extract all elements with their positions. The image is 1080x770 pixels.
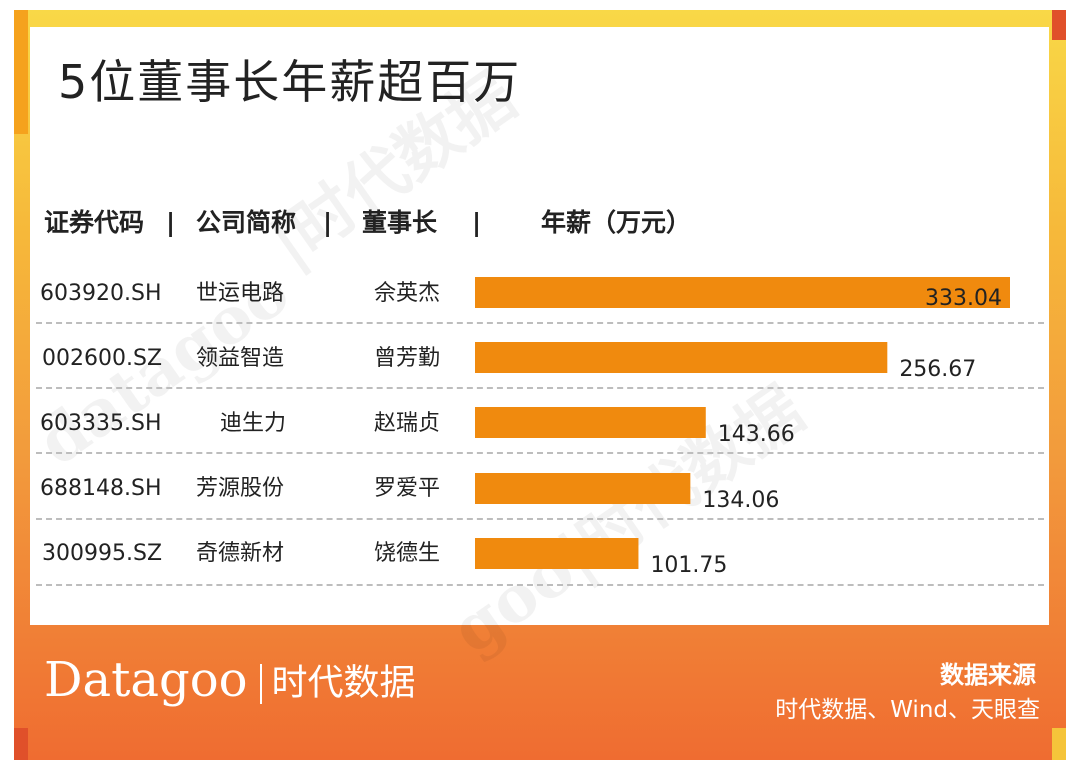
header-separator: | xyxy=(323,208,333,237)
cell-company: 奇德新材 xyxy=(196,541,285,566)
cell-code: 603920.SH xyxy=(40,281,162,306)
cell-chairman: 罗爱平 xyxy=(374,476,441,501)
row-divider xyxy=(36,322,1044,324)
bar xyxy=(475,342,888,373)
bar-value-label: 101.75 xyxy=(650,553,727,578)
cell-chairman: 赵瑞贞 xyxy=(374,411,441,436)
bar xyxy=(475,473,691,504)
bar-value-label: 143.66 xyxy=(718,422,795,447)
header-chairman: 董事长 xyxy=(362,208,438,237)
bar-value-label: 134.06 xyxy=(702,488,779,513)
bar-value-label: 256.67 xyxy=(899,357,976,382)
cell-code: 603335.SH xyxy=(40,411,162,436)
cell-code: 688148.SH xyxy=(40,476,162,501)
bar-value-label: 333.04 xyxy=(925,286,1002,311)
header-separator: | xyxy=(166,208,176,237)
cell-code: 002600.SZ xyxy=(42,346,163,371)
cell-company: 领益智造 xyxy=(196,346,285,371)
cell-code: 300995.SZ xyxy=(42,541,163,566)
frame-accent xyxy=(14,10,28,134)
frame-accent xyxy=(14,728,28,760)
chart-panel xyxy=(30,27,1049,625)
row-divider xyxy=(36,584,1044,586)
row-divider xyxy=(36,387,1044,389)
header-salary: 年薪（万元） xyxy=(541,208,692,237)
header-code: 证券代码 xyxy=(44,208,145,237)
row-divider xyxy=(36,452,1044,454)
source-label: 数据来源 xyxy=(940,661,1036,689)
page-title: 5位董事长年薪超百万 xyxy=(58,55,522,109)
header-separator: | xyxy=(472,208,482,237)
brand-logo: Datagoo 时代数据 xyxy=(44,650,416,714)
frame-accent xyxy=(1052,728,1066,760)
logo-cn: 时代数据 xyxy=(271,662,416,704)
cell-chairman: 饶德生 xyxy=(374,541,441,566)
row-divider xyxy=(36,518,1044,520)
source-text: 时代数据、Wind、天眼查 xyxy=(775,697,1040,723)
bar xyxy=(475,407,706,438)
cell-chairman: 佘英杰 xyxy=(374,281,441,306)
logo-divider xyxy=(259,663,262,704)
cell-company: 芳源股份 xyxy=(196,476,285,501)
cell-chairman: 曾芳勤 xyxy=(374,346,441,371)
frame-accent xyxy=(1052,10,1066,40)
cell-company: 世运电路 xyxy=(196,281,285,306)
bar xyxy=(475,277,1010,308)
cell-company: 迪生力 xyxy=(220,411,287,436)
bar xyxy=(475,538,639,569)
header-company: 公司简称 xyxy=(196,208,297,237)
logo-latin: Datagoo xyxy=(44,652,248,708)
